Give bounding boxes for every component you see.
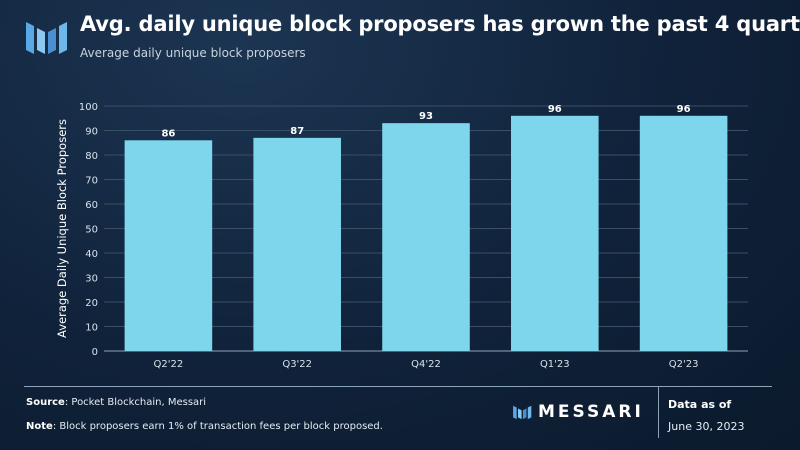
bar-value-label: 96 (548, 104, 562, 115)
x-tick-label: Q4'22 (411, 359, 441, 370)
page-title: Avg. daily unique block proposers has gr… (80, 12, 800, 36)
y-tick-label: 20 (85, 298, 98, 309)
note-label: Note (26, 421, 53, 432)
bar (124, 140, 213, 351)
x-tick-label: Q2'23 (669, 359, 699, 370)
x-tick-label: Q2'22 (154, 359, 184, 370)
y-tick-label: 80 (85, 151, 98, 162)
data-as-of-label: Data as of (668, 398, 732, 411)
footer-divider (24, 386, 772, 387)
y-tick-label: 70 (85, 176, 98, 187)
y-tick-label: 100 (79, 102, 98, 113)
source-label: Source (26, 397, 65, 408)
y-tick-label: 30 (85, 274, 98, 285)
bar-value-label: 87 (290, 126, 304, 137)
bar-value-label: 93 (419, 111, 433, 122)
brand-name: MESSARI (538, 402, 644, 422)
x-tick-label: Q3'22 (282, 359, 312, 370)
messari-brand-icon (513, 405, 532, 420)
bar (253, 137, 341, 351)
y-tick-label: 0 (92, 347, 98, 358)
y-tick-label: 50 (85, 225, 98, 236)
y-tick-label: 90 (85, 127, 98, 138)
bar (511, 115, 599, 351)
bar-value-label: 96 (677, 104, 691, 115)
y-tick-label: 10 (85, 323, 98, 334)
page-subtitle: Average daily unique block proposers (80, 46, 306, 60)
bar (639, 115, 728, 351)
source-text: Source: Pocket Blockchain, Messari (26, 397, 206, 408)
y-tick-label: 60 (85, 200, 98, 211)
bar-value-label: 86 (161, 128, 175, 139)
bar (382, 123, 470, 352)
messari-brand: MESSARI (512, 402, 644, 422)
footer-vertical-divider (658, 386, 659, 438)
x-tick-label: Q1'23 (540, 359, 570, 370)
y-tick-label: 40 (85, 249, 98, 260)
note-value: : Block proposers earn 1% of transaction… (52, 421, 383, 432)
source-value: : Pocket Blockchain, Messari (64, 397, 207, 408)
note-text: Note: Block proposers earn 1% of transac… (26, 421, 383, 432)
y-axis-title: Average Daily Unique Block Proposers (55, 119, 69, 338)
messari-logo-icon (26, 22, 67, 54)
data-as-of-date: June 30, 2023 (668, 420, 745, 433)
